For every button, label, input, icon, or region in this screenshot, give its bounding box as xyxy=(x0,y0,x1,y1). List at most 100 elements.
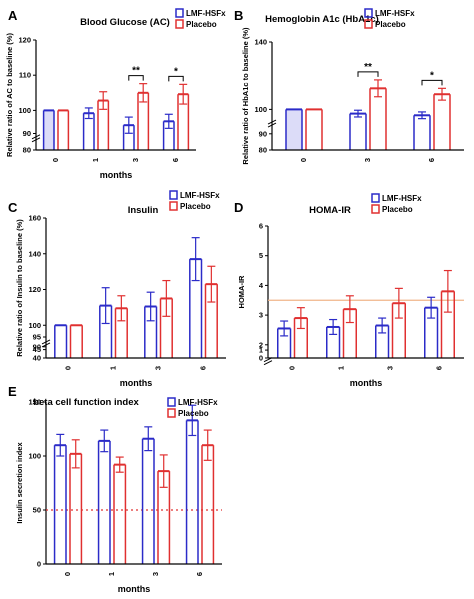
panel-b: B Hemoglobin A1c (HbA1c) Relative ratio of… xyxy=(234,8,464,165)
panel-label: B xyxy=(234,8,243,23)
legend-swatch xyxy=(371,204,380,214)
y-axis-title: HOMA-IR xyxy=(237,275,246,308)
y-tick-label: 160 xyxy=(28,214,41,223)
significance-label: ** xyxy=(132,66,140,77)
y-tick-label: 0 xyxy=(259,354,263,363)
bar-placebo-0 xyxy=(293,307,308,358)
bar-lmf-hsfx-0 xyxy=(277,320,292,358)
y-tick-label: 90 xyxy=(23,129,31,138)
x-tick-label: 3 xyxy=(363,158,372,162)
panel-label: C xyxy=(8,200,18,215)
axis-break-mark xyxy=(267,122,277,128)
bar-placebo-3 xyxy=(157,454,171,564)
x-tick-label: 1 xyxy=(109,366,118,370)
legend-label: Placebo xyxy=(180,202,211,211)
axis-break-mark xyxy=(41,342,51,348)
x-tick-label: 0 xyxy=(299,158,308,162)
legend-label: LMF-HSFx xyxy=(178,398,218,407)
bar-placebo-3 xyxy=(391,287,406,358)
significance-label: * xyxy=(430,70,434,81)
bar-placebo-6 xyxy=(204,265,218,358)
bar-placebo-0 xyxy=(69,324,83,358)
legend-swatch xyxy=(167,408,176,418)
chart-title: Insulin xyxy=(128,205,159,216)
legend-swatch xyxy=(371,193,380,203)
y-tick-label: 80 xyxy=(259,146,267,155)
bar-fill xyxy=(286,109,302,150)
panel-a: A Blood Glucose (AC) Relative ratio of AC … xyxy=(5,8,226,180)
y-tick-label: 110 xyxy=(19,71,31,80)
axis-break-mark xyxy=(263,360,273,366)
panel-label: D xyxy=(234,200,243,215)
bar-lmf-hsfx-3 xyxy=(375,317,390,358)
y-tick-label: 1 xyxy=(259,346,263,355)
bar-lmf-hsfx-1 xyxy=(326,318,341,358)
y-axis-title: Relative ratio of AC to baseline (%) xyxy=(5,33,14,157)
significance-bracket xyxy=(421,79,443,86)
bar-placebo-6 xyxy=(177,83,190,150)
y-tick-label: 4 xyxy=(259,281,264,290)
bar-lmf-hsfx-6 xyxy=(185,404,199,564)
y-tick-label: 140 xyxy=(28,249,41,258)
x-axis-title: months xyxy=(100,170,133,180)
y-tick-label: 6 xyxy=(259,222,263,231)
bar-lmf-hsfx-6 xyxy=(413,111,431,150)
x-tick-label: 0 xyxy=(64,366,73,370)
legend-label: LMF-HSFx xyxy=(375,9,415,18)
x-axis-title: months xyxy=(120,378,153,388)
bar-placebo-1 xyxy=(342,295,357,358)
x-tick-label: 0 xyxy=(63,572,72,576)
legend-swatch xyxy=(175,19,184,29)
y-tick-label: 95 xyxy=(33,333,41,342)
bar-lmf-hsfx-3 xyxy=(122,116,135,150)
x-tick-label: 3 xyxy=(151,572,160,576)
legend-label: LMF-HSFx xyxy=(186,9,226,18)
bar-lmf-hsfx-3 xyxy=(349,109,367,150)
bar-lmf-hsfx-0 xyxy=(42,109,55,150)
x-tick-label: 6 xyxy=(195,572,204,576)
legend-swatch xyxy=(364,19,373,29)
y-tick-label: 100 xyxy=(28,452,41,461)
legend-label: Placebo xyxy=(375,20,406,29)
x-tick-label: 6 xyxy=(427,158,436,162)
x-tick-label: 1 xyxy=(107,572,116,576)
x-tick-label: 3 xyxy=(154,366,163,370)
x-axis-title: months xyxy=(350,378,383,388)
x-axis-title: months xyxy=(118,584,151,594)
bar-placebo-3 xyxy=(369,79,387,150)
y-tick-label: 100 xyxy=(18,106,31,115)
y-tick-label: 5 xyxy=(259,251,263,260)
bar-lmf-hsfx-3 xyxy=(141,426,155,564)
y-tick-label: 0 xyxy=(37,560,41,569)
bar-lmf-hsfx-3 xyxy=(144,291,158,358)
chart-title: HOMA-IR xyxy=(309,205,351,216)
bar-placebo-0 xyxy=(57,109,70,150)
significance-label: ** xyxy=(364,62,372,73)
y-axis-title: Relative ratio of Insulin to baseline (%… xyxy=(15,219,24,357)
bar-lmf-hsfx-1 xyxy=(99,287,113,358)
axis-break-mark xyxy=(31,137,41,143)
legend-label: Placebo xyxy=(178,409,209,418)
x-tick-label: 0 xyxy=(51,158,60,162)
axis-break-mark xyxy=(267,119,277,125)
y-tick-label: 45 xyxy=(33,345,41,354)
significance-bracket xyxy=(168,75,184,82)
y-tick-label: 40 xyxy=(33,354,41,363)
x-tick-label: 6 xyxy=(171,158,180,162)
x-tick-label: 3 xyxy=(131,158,140,162)
bar-fill xyxy=(43,110,54,150)
bar-lmf-hsfx-0 xyxy=(54,324,68,358)
legend-label: Placebo xyxy=(186,20,217,29)
y-tick-label: 90 xyxy=(259,129,267,138)
panel-c: C Insulin Relative ratio of Insulin to bas… xyxy=(8,190,226,388)
panel-label: A xyxy=(8,8,18,23)
legend-label: Placebo xyxy=(382,205,413,214)
chart-title: Hemoglobin A1c (HbA1c) xyxy=(265,14,379,25)
legend-swatch xyxy=(167,397,176,407)
bar-placebo-1 xyxy=(113,456,127,564)
x-tick-label: 6 xyxy=(199,366,208,370)
y-tick-label: 90 xyxy=(33,342,41,351)
